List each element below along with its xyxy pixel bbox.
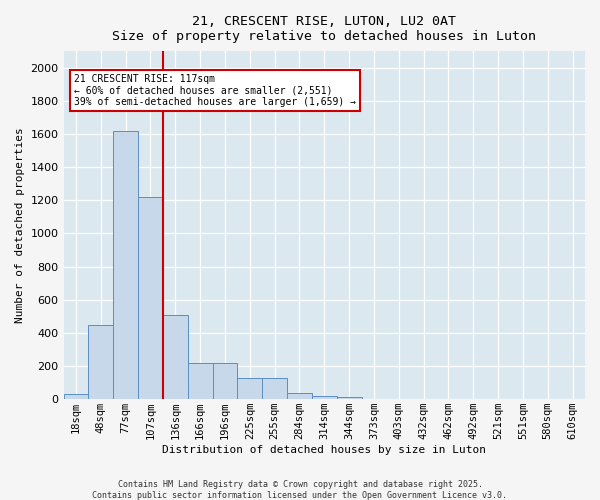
Title: 21, CRESCENT RISE, LUTON, LU2 0AT
Size of property relative to detached houses i: 21, CRESCENT RISE, LUTON, LU2 0AT Size o… [112, 15, 536, 43]
Bar [262, 378, 287, 399]
Bar [88, 324, 113, 399]
Y-axis label: Number of detached properties: Number of detached properties [15, 128, 25, 323]
X-axis label: Distribution of detached houses by size in Luton: Distribution of detached houses by size … [162, 445, 486, 455]
Text: Contains HM Land Registry data © Crown copyright and database right 2025.
Contai: Contains HM Land Registry data © Crown c… [92, 480, 508, 500]
Bar [312, 396, 337, 399]
Bar [113, 130, 138, 399]
Bar [138, 197, 163, 399]
Text: 21 CRESCENT RISE: 117sqm
← 60% of detached houses are smaller (2,551)
39% of sem: 21 CRESCENT RISE: 117sqm ← 60% of detach… [74, 74, 356, 107]
Bar [287, 392, 312, 399]
Bar [238, 378, 262, 399]
Bar [337, 396, 362, 399]
Bar [188, 362, 212, 399]
Bar [64, 394, 88, 399]
Bar [212, 362, 238, 399]
Bar [163, 314, 188, 399]
